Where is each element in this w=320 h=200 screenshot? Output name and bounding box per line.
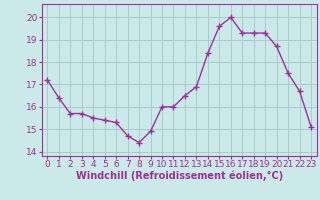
X-axis label: Windchill (Refroidissement éolien,°C): Windchill (Refroidissement éolien,°C) xyxy=(76,171,283,181)
